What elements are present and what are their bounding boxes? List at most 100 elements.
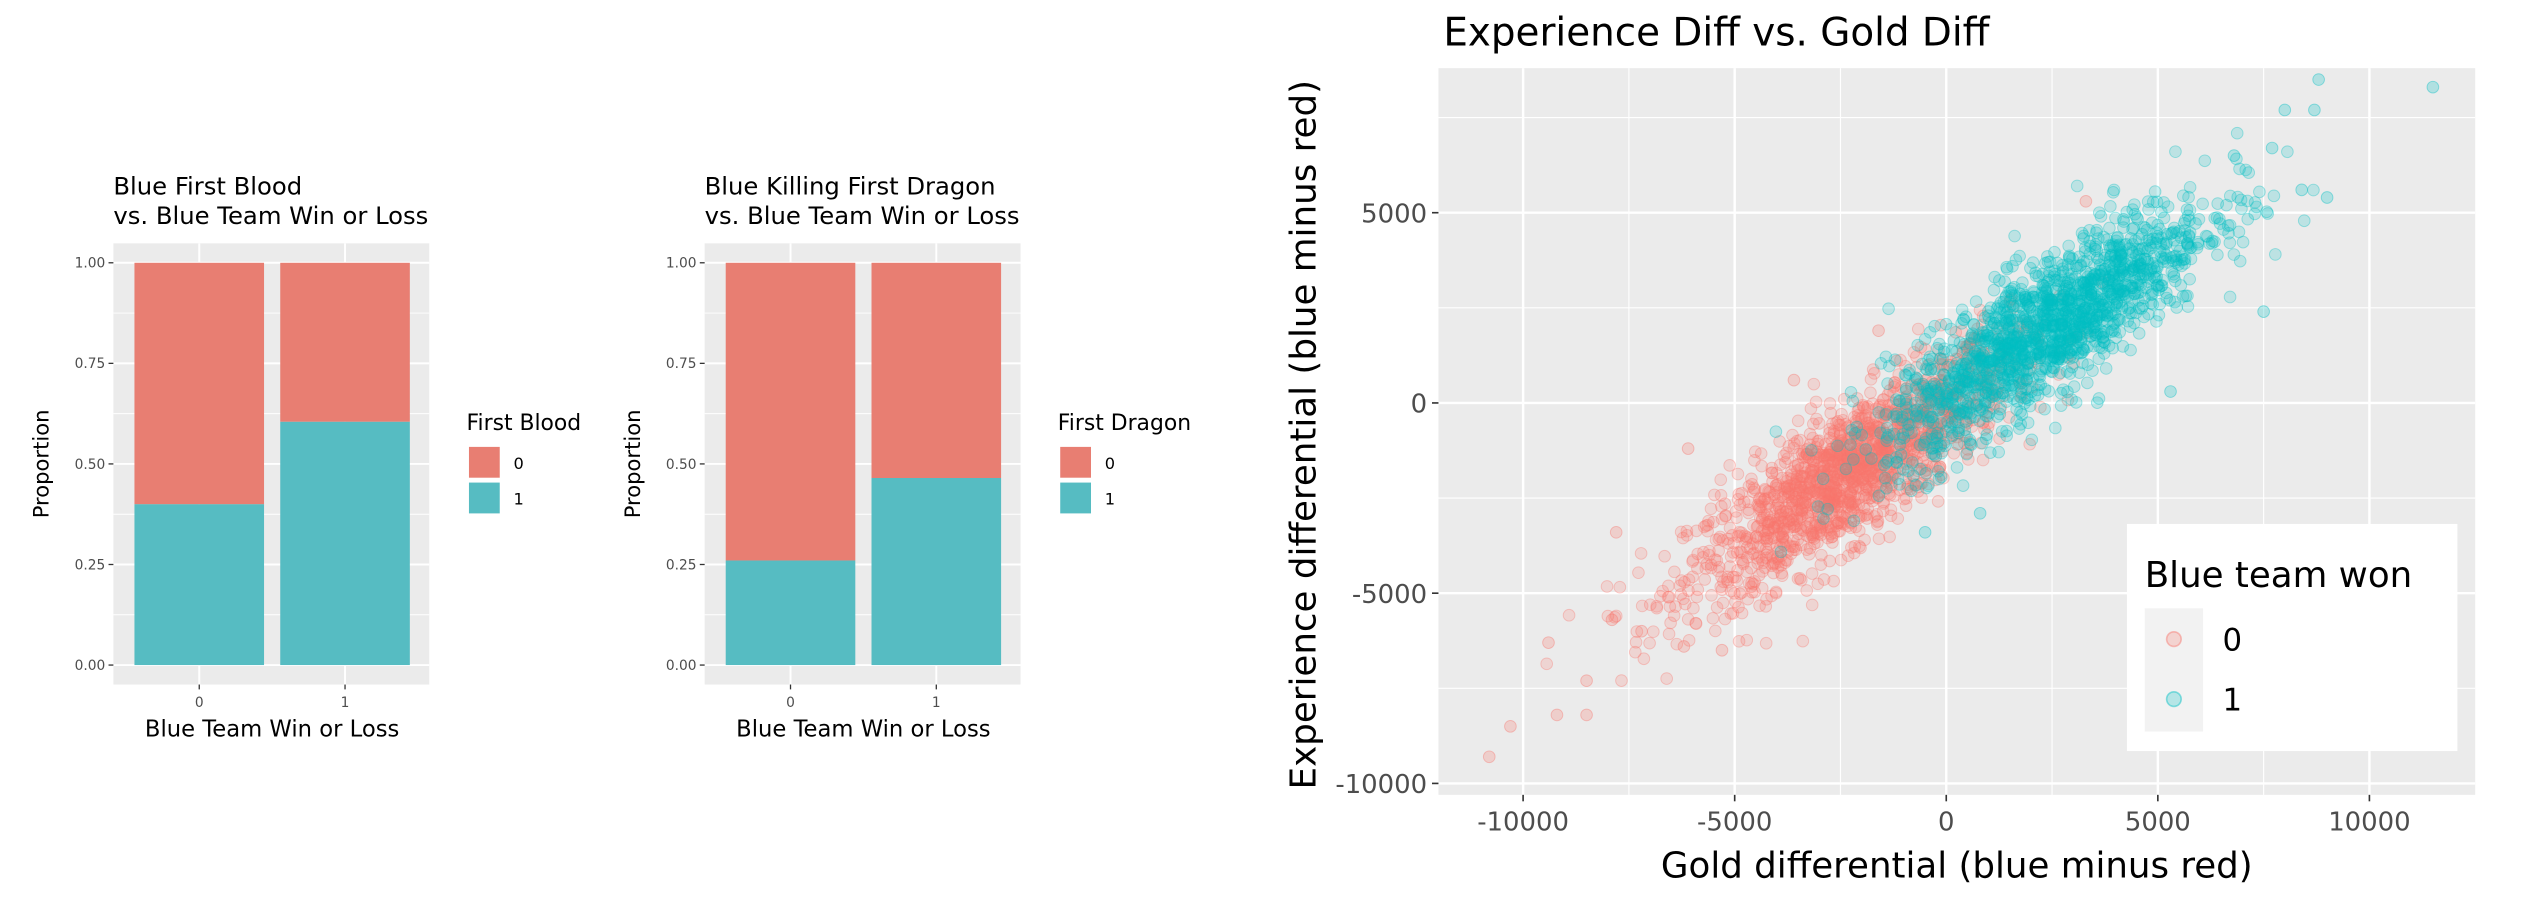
data-point xyxy=(1905,394,1918,407)
data-point xyxy=(1792,494,1806,508)
data-point xyxy=(1662,627,1676,641)
data-point xyxy=(1814,558,1828,571)
data-point xyxy=(1960,358,1973,372)
data-point xyxy=(1850,449,1864,463)
data-point xyxy=(1772,545,1785,558)
data-point xyxy=(1890,461,1904,475)
data-point xyxy=(1740,530,1754,544)
data-point xyxy=(1814,500,1827,514)
data-point xyxy=(1932,388,1946,402)
data-point xyxy=(1984,345,1998,359)
data-point xyxy=(1854,424,1868,437)
data-point xyxy=(1901,409,1915,423)
y-tick-label: -5000 xyxy=(1352,580,1427,610)
data-point xyxy=(1870,457,1884,471)
data-point xyxy=(1758,524,1771,538)
data-point xyxy=(2227,149,2241,162)
data-point xyxy=(1944,411,1958,425)
data-point xyxy=(1852,457,1866,470)
data-point xyxy=(1955,303,1969,317)
data-point xyxy=(1934,382,1947,396)
data-point xyxy=(2312,73,2325,86)
data-point xyxy=(1778,456,1792,469)
data-point xyxy=(1898,405,1911,418)
data-point xyxy=(1918,425,1932,439)
data-point xyxy=(1771,552,1784,565)
data-point xyxy=(1814,449,1828,462)
data-point xyxy=(1896,431,1909,444)
data-point xyxy=(1901,428,1915,441)
data-point xyxy=(1795,483,1809,497)
x-tick-label: 0 xyxy=(786,695,795,711)
data-point xyxy=(1917,434,1931,447)
data-point xyxy=(1664,616,1677,630)
data-point xyxy=(1754,500,1767,514)
data-point xyxy=(1934,429,1948,442)
data-point xyxy=(1878,409,1892,423)
data-point xyxy=(1824,406,1838,420)
data-point xyxy=(1855,463,1869,476)
data-point xyxy=(1836,413,1850,427)
data-point xyxy=(1834,508,1847,522)
data-point xyxy=(1853,460,1866,473)
legend-marker xyxy=(2165,691,2183,708)
data-point xyxy=(1798,461,1812,474)
data-point xyxy=(1935,426,1948,440)
data-point xyxy=(1876,393,1890,406)
data-point xyxy=(1888,398,1902,412)
data-point xyxy=(1899,390,1913,403)
data-point xyxy=(1677,640,1691,653)
data-point xyxy=(2150,259,2164,273)
data-point xyxy=(1562,608,1576,622)
data-point xyxy=(1795,509,1809,523)
data-point xyxy=(2006,301,2020,314)
data-point xyxy=(2117,212,2130,226)
y-tick-label: 0.25 xyxy=(75,557,106,573)
data-point xyxy=(1981,420,1995,434)
y-tick-label: 0.00 xyxy=(75,658,106,674)
data-point xyxy=(1857,489,1871,502)
data-point xyxy=(1858,471,1872,485)
chart-title-line2: vs. Blue Team Win or Loss xyxy=(705,201,1020,230)
data-point xyxy=(1720,573,1734,586)
data-point xyxy=(1767,488,1781,502)
data-point xyxy=(1835,458,1848,472)
data-point xyxy=(1814,460,1827,474)
data-point xyxy=(1862,447,1876,460)
data-point xyxy=(2191,235,2205,249)
data-point xyxy=(1895,380,1908,394)
scatter-chart: Experience Diff vs. Gold Diff -10000 -5000… xyxy=(1283,10,2476,887)
data-point xyxy=(1716,596,1730,610)
data-point xyxy=(1748,454,1761,467)
data-point xyxy=(2006,348,2020,361)
data-point xyxy=(1937,409,1950,423)
data-point xyxy=(1843,444,1857,458)
data-point xyxy=(1971,384,1985,397)
data-point xyxy=(1918,398,1931,412)
data-point xyxy=(1831,469,1844,483)
data-point xyxy=(1934,417,1947,431)
data-point xyxy=(1858,401,1871,415)
data-point xyxy=(1949,386,1962,400)
data-point xyxy=(1822,487,1836,501)
data-point xyxy=(1852,420,1866,434)
data-point xyxy=(1943,406,1956,419)
chart-title-line2: vs. Blue Team Win or Loss xyxy=(113,201,428,230)
data-point xyxy=(1878,442,1891,456)
data-point xyxy=(1731,493,1745,506)
data-point xyxy=(1865,472,1879,485)
data-point xyxy=(2018,397,2031,410)
data-point xyxy=(1682,584,1695,597)
data-point xyxy=(1726,570,1740,584)
data-point xyxy=(1893,397,1907,411)
data-point xyxy=(1782,479,1796,492)
data-point xyxy=(1893,416,1907,429)
data-point xyxy=(1845,423,1859,437)
data-point xyxy=(1747,485,1760,499)
data-point xyxy=(1835,444,1849,458)
data-point xyxy=(1976,369,1990,383)
data-point xyxy=(1827,427,1841,441)
data-point xyxy=(1715,570,1728,584)
data-point xyxy=(1776,471,1789,485)
data-point xyxy=(1988,270,2001,284)
